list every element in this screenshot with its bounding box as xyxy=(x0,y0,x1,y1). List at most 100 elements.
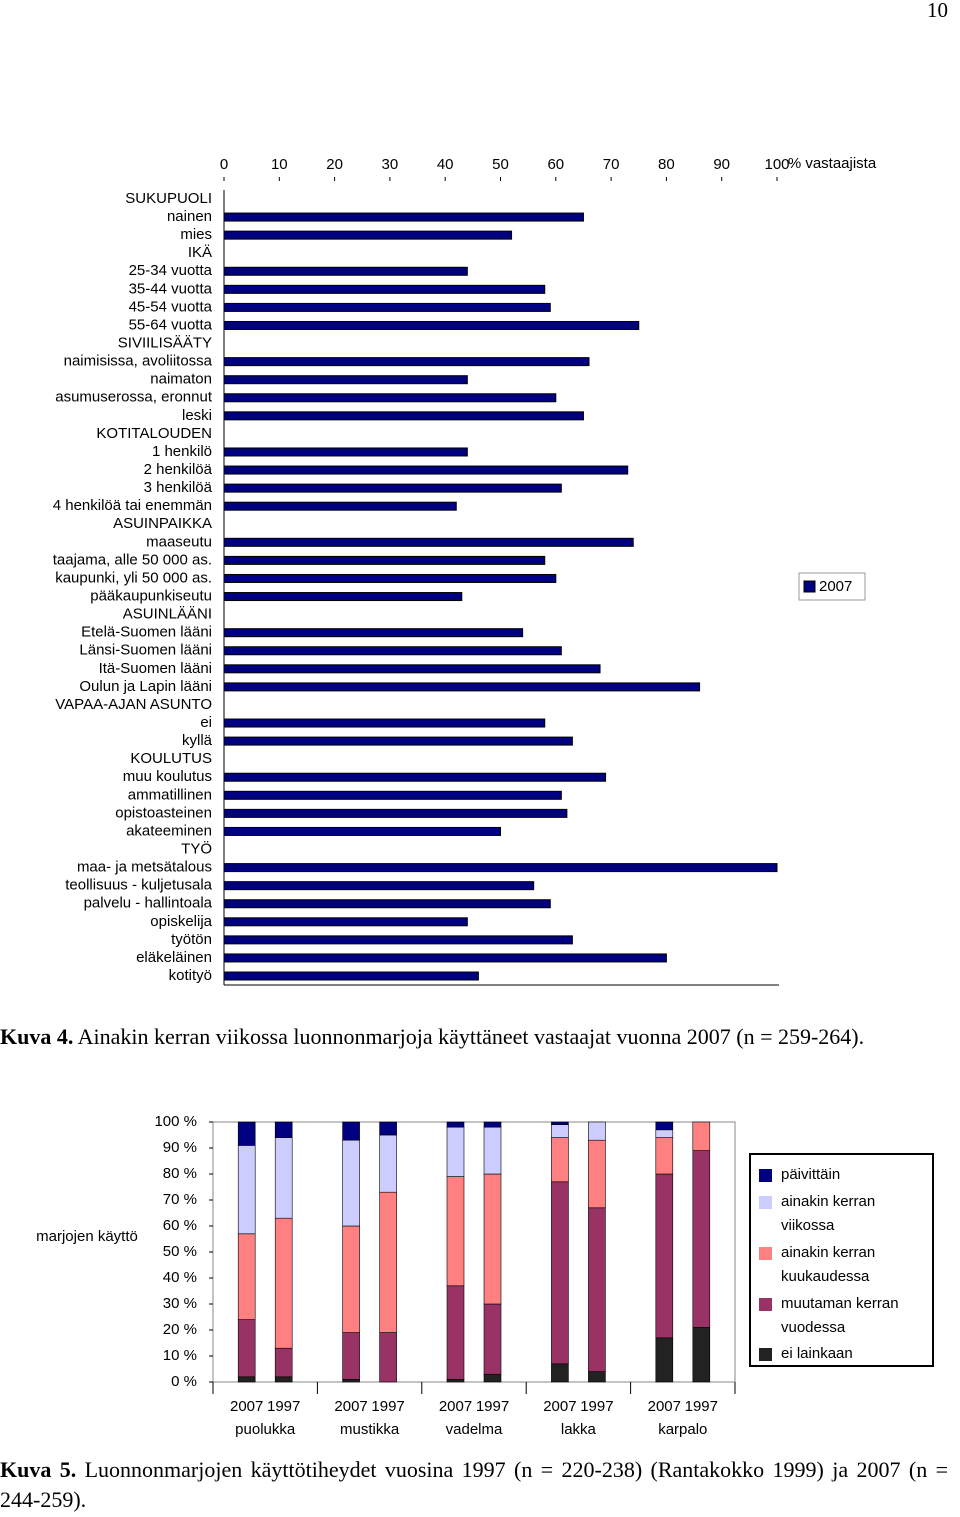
x-axis-label: % vastaajista xyxy=(787,155,877,172)
y-tick-label: 10 % xyxy=(163,1347,197,1364)
category-label: taajama, alle 50 000 as. xyxy=(53,551,212,568)
legend-label: muutaman kerran vuodessa xyxy=(781,1295,899,1336)
category-label: maaseutu xyxy=(146,533,212,550)
caption: Kuva 5. Luonnonmarjojen käyttötiheydet v… xyxy=(0,1455,948,1515)
bar xyxy=(223,302,551,312)
y-tick-label: 80 % xyxy=(163,1165,197,1182)
category-label: naimaton xyxy=(150,371,212,388)
bar-segment xyxy=(379,1191,397,1333)
category-label: KOULUTUS xyxy=(130,750,212,767)
bar xyxy=(223,411,584,421)
bar xyxy=(223,664,601,674)
bar xyxy=(223,899,551,909)
bar-segment xyxy=(692,1150,711,1328)
category-label: ASUINLÄÄNI xyxy=(123,606,212,623)
category-label: ASUINPAIKKA xyxy=(113,515,212,532)
x-tick-label: 2007 xyxy=(230,1398,263,1415)
bar-segment xyxy=(342,1379,360,1383)
legend-label: ei lainkaan xyxy=(781,1345,853,1362)
y-tick-label: 30 % xyxy=(163,1295,197,1312)
bar xyxy=(223,573,557,583)
category-label: SIVIILISÄÄTY xyxy=(118,335,212,352)
bar xyxy=(223,772,607,782)
caption-text: Ainakin kerran viikossa luonnonmarjoja k… xyxy=(77,1024,865,1049)
bar xyxy=(223,682,701,692)
category-label: ei xyxy=(200,714,212,731)
legend-label: päivittäin xyxy=(781,1166,841,1183)
category-label: asumuserossa, eronnut xyxy=(55,389,213,406)
bar-segment xyxy=(551,1121,569,1125)
x-tick-label: 80 xyxy=(658,156,675,173)
bar-segment xyxy=(237,1121,256,1146)
category-label: Itä-Suomen lääni xyxy=(99,660,212,677)
group-label: lakka xyxy=(561,1421,597,1438)
bar-segment xyxy=(551,1137,569,1183)
bar-segment xyxy=(483,1126,502,1175)
category-label: pääkaupunkiseutu xyxy=(90,588,212,605)
bar-segment xyxy=(655,1129,674,1138)
category-label: Oulun ja Lapin lääni xyxy=(79,678,212,695)
x-tick-label: 20 xyxy=(326,156,343,173)
x-tick-label: 2007 xyxy=(439,1398,472,1415)
legend-entry: ei lainkaan xyxy=(759,1342,924,1366)
caption: Kuva 4. Ainakin kerran viikossa luonnonm… xyxy=(0,1022,948,1052)
bar-segment xyxy=(379,1134,397,1193)
bar-segment xyxy=(655,1173,674,1339)
category-label: kyllä xyxy=(182,732,213,749)
legend-swatch xyxy=(759,1169,772,1182)
bar-segment xyxy=(551,1124,569,1138)
y-tick-label: 90 % xyxy=(163,1139,197,1156)
bar xyxy=(223,230,513,240)
x-tick-label: 0 xyxy=(220,156,228,173)
bar xyxy=(223,935,573,945)
bar xyxy=(223,501,457,511)
bar xyxy=(223,808,568,818)
bar-segment xyxy=(655,1121,674,1131)
bar xyxy=(223,863,778,873)
category-label: opistoasteinen xyxy=(115,804,212,821)
bar-segment xyxy=(274,1376,293,1383)
legend-entry: muutaman kerran vuodessa xyxy=(759,1292,924,1340)
legend-entry: ainakin kerran viikossa xyxy=(759,1190,924,1238)
category-label: eläkeläinen xyxy=(136,949,212,966)
bar xyxy=(223,826,501,836)
bar-segment xyxy=(379,1332,397,1383)
x-tick-label: 2007 xyxy=(543,1398,576,1415)
legend-swatch xyxy=(759,1196,772,1209)
bar-segment xyxy=(274,1217,293,1349)
bar xyxy=(223,881,535,891)
bar-segment xyxy=(342,1121,360,1141)
bar-segment xyxy=(692,1327,711,1383)
y-tick-label: 70 % xyxy=(163,1191,197,1208)
category-label: työtön xyxy=(171,931,212,948)
bar xyxy=(223,628,524,638)
bar xyxy=(223,718,546,728)
category-label: palvelu - hallintoala xyxy=(84,895,213,912)
bar-segment xyxy=(274,1137,293,1219)
x-tick-label: 60 xyxy=(547,156,564,173)
bar-segment xyxy=(692,1121,711,1151)
category-label: Etelä-Suomen lääni xyxy=(81,624,212,641)
x-tick-label: 100 xyxy=(764,156,789,173)
y-axis-label: marjojen käyttö xyxy=(36,1228,138,1245)
x-tick-label: 1997 xyxy=(476,1398,509,1415)
x-tick-label: 10 xyxy=(271,156,288,173)
category-label: ammatillinen xyxy=(128,786,212,803)
category-label: 3 henkilöä xyxy=(144,479,213,496)
bar xyxy=(223,375,468,385)
caption-label: Kuva 5. xyxy=(0,1457,77,1482)
bar-segment xyxy=(551,1181,569,1365)
bar xyxy=(223,447,468,457)
legend-swatch xyxy=(759,1298,772,1311)
bar-segment xyxy=(655,1337,674,1383)
y-tick-label: 100 % xyxy=(154,1113,197,1130)
legend-swatch xyxy=(759,1348,772,1361)
page-number: 10 xyxy=(927,0,948,22)
category-label: 1 henkilö xyxy=(152,443,212,460)
bar-segment xyxy=(237,1145,256,1235)
bar xyxy=(223,790,562,800)
bar-segment xyxy=(446,1121,465,1128)
bar-segment xyxy=(446,1285,465,1380)
category-label: VAPAA-AJAN ASUNTO xyxy=(55,696,212,713)
